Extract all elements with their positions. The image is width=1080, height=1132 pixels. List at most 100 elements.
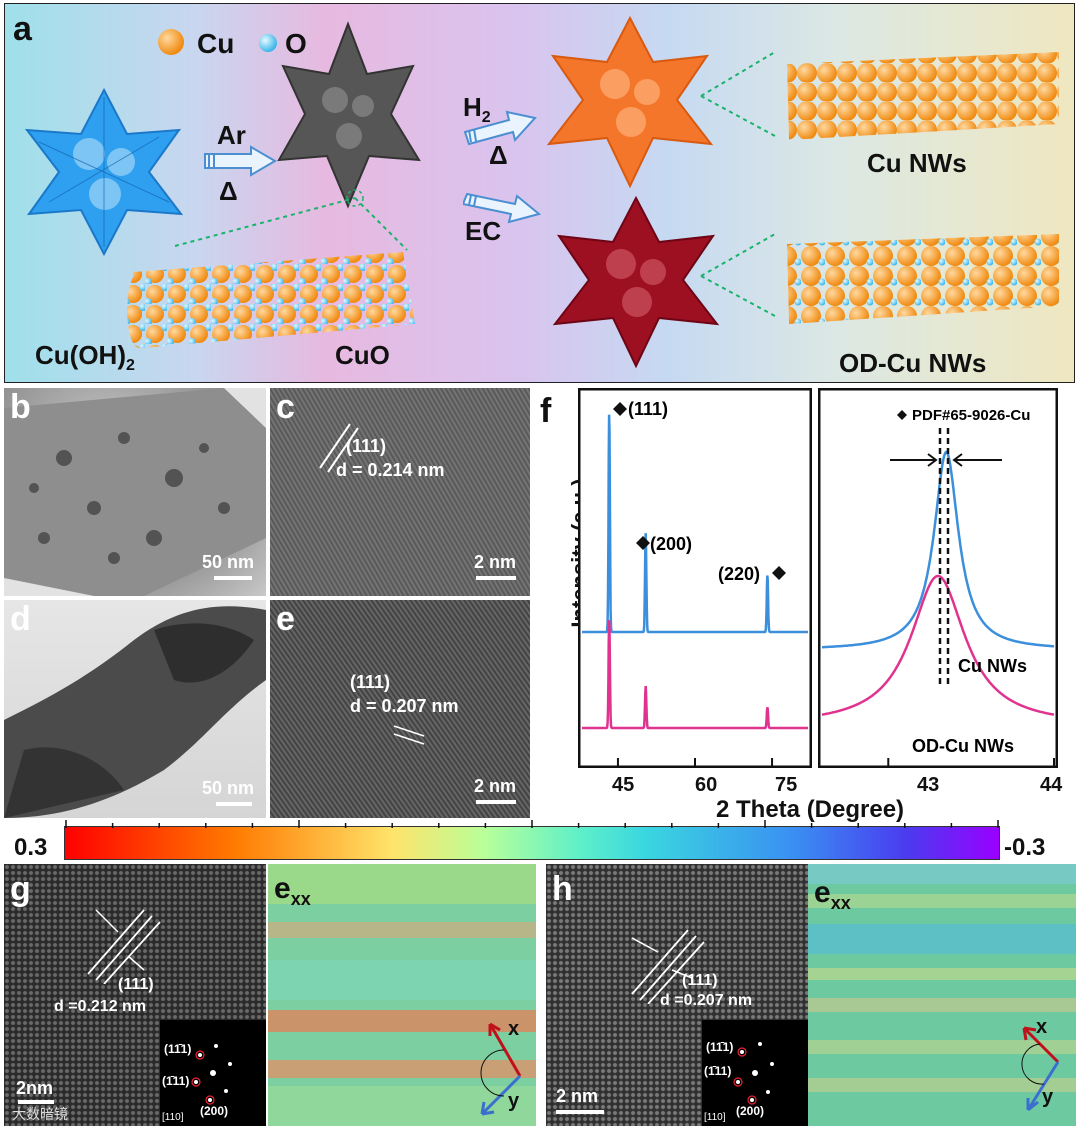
panel-c-hrtem-image: c (111) d = 0.214 nm 2 nm [270,388,530,596]
fwhm-arrow-left-icon [890,453,938,467]
series-line-odcu-nws-left [582,620,808,730]
cuoh2-star-structure-icon [24,87,184,257]
cuo-nanowire-icon [127,252,415,348]
arrow-h2-icon [463,110,537,146]
series-line-cu-nws-left [582,414,808,634]
zone-axis-h: [110] [704,1112,726,1123]
axes-indicator-g-icon [480,1022,522,1116]
scale-bar-g [18,1100,54,1104]
scale-label-c: 2 nm [474,552,517,572]
strain-bands-g [268,864,536,1126]
cu-nanowire-icon [787,52,1059,140]
fft-pattern-h [733,1042,774,1105]
arrow1-heat-label: Δ [219,176,238,206]
tick-label-43: 43 [917,774,940,796]
cuo-star-structure-icon [277,21,421,209]
series-label-odcu-nws: OD-Cu NWs [912,736,1014,756]
plane-label-h: (111) [682,972,718,989]
panel-letter-a: a [13,10,32,48]
axis-x-label-g: x [508,1018,520,1040]
strain-bands-h [808,864,1076,1092]
odcu-star-structure-icon [552,195,720,369]
fft-label-3-h: (200) [736,1104,765,1118]
legend-cu-label: Cu [197,28,235,59]
d-spacing-c: d = 0.214 nm [336,460,445,480]
zoom-lines-right [700,51,776,317]
lattice-marker-g [87,909,161,984]
label-odcu-nws: OD-Cu NWs [839,348,987,378]
scale-label-e: 2 nm [474,776,517,796]
zoom-lines-cuo [174,189,408,251]
panel-letter-d: d [10,600,31,638]
panel-e-hrtem-image: e (111) d = 0.207 nm 2 nm [270,600,530,818]
arrow-ar-icon [204,145,277,177]
nanowire-body-b [4,388,266,596]
fft-pattern-g [191,1044,232,1105]
panel-h-strain-map: exx x y [808,864,1076,1126]
scale-bar-d [216,802,252,806]
xrd-left-plot: (111) (200) (220) [578,388,812,768]
panel-letter-f: f [540,392,552,430]
scale-label-d: 50 nm [202,778,255,798]
tick-label-60: 60 [695,774,718,796]
axis-x-label-h: x [1036,1016,1048,1038]
fft-inset-g: (11̄1) (1̄11) (200) [110] [160,1020,266,1126]
fft-label-1-g: (11̄1) [164,1042,192,1056]
fft-label-2-h: (1̄11) [704,1064,732,1078]
nanowire-body-d [4,606,266,818]
series-line-cu-nws-right [822,450,1055,649]
odcu-nanowire-icon [787,234,1059,324]
strain-label-g: exx [274,872,311,909]
strain-label-h: exx [814,876,851,913]
tick-label-75: 75 [775,774,798,796]
axis-y-label-g: y [508,1090,520,1112]
panel-b-tem-image: b 50 nm [4,388,266,596]
lattice-marker-h [631,929,705,1004]
scale-bar-b [214,576,252,580]
panel-letter-g: g [10,870,31,908]
tick-label-44: 44 [1040,774,1063,796]
plane-label-e: (111) [350,672,391,692]
xrd-right-plot: PDF#65-9026-Cu Cu NWs OD-Cu NWs [818,388,1058,768]
panel-d-tem-image: d 50 nm [4,600,266,818]
peak-marker-200-icon [636,536,650,550]
plane-label-c: (111) [346,436,387,456]
watermark: 大数暗镜 [12,1106,68,1122]
panel-g-strain-map: exx x y [268,864,536,1126]
fft-label-3-g: (200) [200,1104,229,1118]
xrd-right-frame [818,388,1058,768]
cu-atom-legend-icon [158,29,184,55]
legend-o-label: O [285,28,307,59]
arrow2-gas-label: H2 [463,92,491,127]
label-cu-nws: Cu NWs [867,148,967,178]
xrd-xlabel: 2 Theta (Degree) [716,796,905,823]
arrow-ec-icon [463,192,542,224]
label-cuoh2: Cu(OH)2 [35,340,135,375]
panel-letter-h: h [552,870,573,908]
panel-a-schematic: a Cu O Ar Δ [4,3,1075,383]
cu-star-structure-icon [546,15,714,189]
zone-axis-g: [110] [162,1112,184,1123]
tick-label-45: 45 [612,774,635,796]
pdf-label: PDF#65-9026-Cu [912,407,1030,424]
scale-bar-e [476,800,516,804]
panel-g-hrtem-image: g (111) d =0.212 nm (11̄1) (1̄11) (200) … [4,864,266,1126]
panel-h-hrtem-image: h (111) d =0.207 nm (11̄1) (1̄11) (200) … [546,864,808,1126]
lattice-marker-e [393,725,425,745]
axes-indicator-h-icon [1021,1026,1060,1112]
scale-label-b: 50 nm [202,552,255,572]
scale-bar-c [476,576,516,580]
colorbar-max-label: 0.3 [14,834,48,861]
scale-label-g: 2nm [16,1078,54,1098]
colorbar-ticks [65,820,999,828]
panel-letter-c: c [276,388,295,426]
plane-label-g: (111) [118,976,154,993]
arrow2-heat-label: Δ [489,140,508,170]
xrd-left-frame [578,388,812,768]
scale-label-h: 2 nm [556,1086,599,1106]
lattice-marker-c [319,423,359,473]
strain-colorbar [64,826,1000,860]
arrow3-ec-label: EC [465,216,502,246]
arrow1-gas-label: Ar [217,120,246,150]
fwhm-arrow-right-icon [952,453,1002,467]
